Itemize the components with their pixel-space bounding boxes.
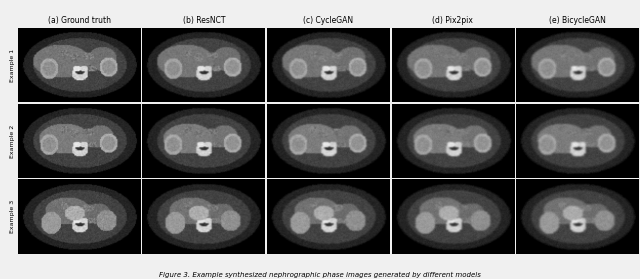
Text: (a) Ground truth: (a) Ground truth	[48, 16, 111, 25]
Text: Example 2: Example 2	[10, 124, 15, 158]
Text: (e) BicycleGAN: (e) BicycleGAN	[549, 16, 606, 25]
Text: Example 3: Example 3	[10, 200, 15, 233]
Text: Example 1: Example 1	[10, 49, 15, 82]
Text: (d) Pix2pix: (d) Pix2pix	[433, 16, 474, 25]
Text: Figure 3. Example synthesized nephrographic phase images generated by different : Figure 3. Example synthesized nephrograp…	[159, 271, 481, 278]
Text: (b) ResNCT: (b) ResNCT	[182, 16, 225, 25]
Text: (c) CycleGAN: (c) CycleGAN	[303, 16, 353, 25]
